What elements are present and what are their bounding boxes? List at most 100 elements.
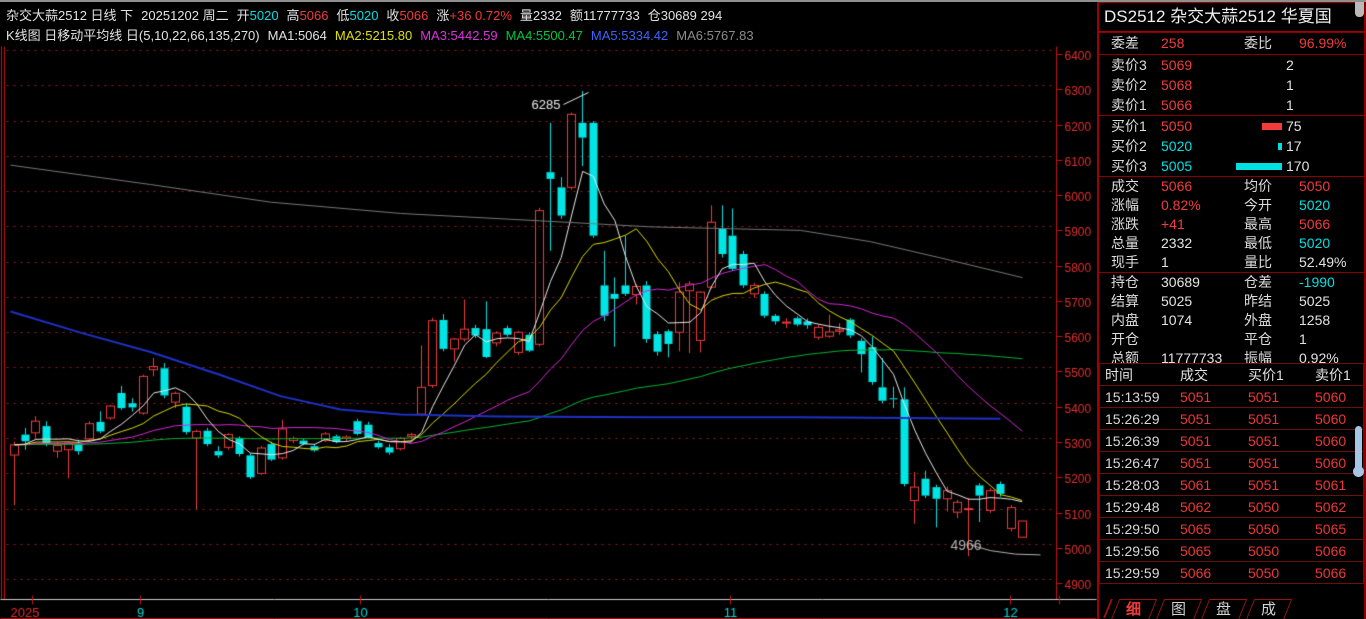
tab-成[interactable]: 成	[1245, 599, 1293, 619]
info-segment: 5066	[299, 8, 329, 23]
trade-cell: 5062	[1180, 499, 1212, 515]
volume-bar	[1278, 143, 1282, 150]
bid-levels: 买价1 5050 75 买价2 5020 17 买价3 5005 170	[1099, 115, 1364, 176]
trade-cell: 15:29:48	[1105, 499, 1160, 515]
book-label: 买价3	[1111, 158, 1147, 174]
scrollbar-thumb-ball[interactable]	[1353, 466, 1364, 477]
stat-row: 开仓 平仓 1	[1099, 330, 1364, 349]
weibi-label: 委比	[1244, 35, 1272, 51]
stat-cell: 仓差	[1244, 274, 1272, 290]
stat-cell: 52.49%	[1299, 254, 1347, 270]
info-segment: MA1:5064	[267, 28, 327, 43]
panel-scrollbar-top[interactable]	[1355, 2, 1364, 17]
stat-cell: 0.92%	[1299, 350, 1339, 366]
stat-cell: 涨幅	[1111, 197, 1139, 213]
stat-cell: 均价	[1244, 178, 1272, 194]
trade-cell: 15:26:47	[1105, 455, 1160, 471]
stat-cell: 总额	[1111, 350, 1139, 366]
trade-cell: 15:26:29	[1105, 411, 1160, 427]
stat-cell: 1	[1299, 331, 1307, 347]
stat-cell: 昨结	[1244, 293, 1272, 309]
trade-cell: 5066	[1315, 565, 1347, 581]
trade-cell: 5050	[1248, 565, 1280, 581]
book-qty: 75	[1286, 118, 1302, 134]
tab-盘[interactable]: 盘	[1200, 599, 1248, 619]
info-segment: MA3:5442.59	[420, 28, 498, 43]
trade-cell: 5065	[1180, 543, 1212, 559]
stat-cell: 成交	[1111, 178, 1139, 194]
trade-row: 15:29:48 5062 5050 5062	[1099, 495, 1364, 518]
book-row: 卖价1 5066 1	[1099, 95, 1364, 115]
trade-cell: 5051	[1180, 411, 1212, 427]
stat-cell: 今开	[1244, 197, 1272, 213]
trade-row: 15:28:03 5061 5051 5061	[1099, 473, 1364, 496]
book-qty: 170	[1286, 158, 1310, 174]
stat-cell: 5025	[1161, 293, 1193, 309]
trade-cell: 5065	[1315, 521, 1347, 537]
stat-row: 内盘 1074 外盘 1258	[1099, 311, 1364, 330]
trade-row: 15:26:39 5051 5051 5060	[1099, 429, 1364, 452]
trade-row: 15:26:47 5051 5051 5060	[1099, 451, 1364, 474]
trade-cell: 5062	[1315, 499, 1347, 515]
trade-cell: 15:26:39	[1105, 433, 1160, 449]
info-segment: MA4:5500.47	[505, 28, 583, 43]
info-segment: 量2332	[519, 8, 562, 23]
trades-header-cell: 买价1	[1248, 367, 1284, 383]
tab-label: 图	[1171, 601, 1187, 618]
book-price: 5050	[1161, 118, 1193, 134]
trades-header-cell: 成交	[1180, 367, 1208, 383]
book-row: 卖价2 5068 1	[1099, 75, 1364, 95]
trade-row: 15:29:50 5065 5050 5065	[1099, 517, 1364, 540]
info-segment: 低	[336, 8, 350, 23]
stat-cell: 0.82%	[1161, 197, 1201, 213]
order-imbalance-row: 委差 258 委比 96.99%	[1099, 32, 1364, 54]
trade-cell: 5066	[1180, 565, 1212, 581]
info-segment: 开	[236, 8, 250, 23]
trades-header-cell: 时间	[1105, 367, 1133, 383]
trade-cell: 5066	[1315, 543, 1347, 559]
trades-body: 15:13:59 5051 5051 5060 15:26:29 5051 5051 5060…	[1099, 385, 1364, 584]
stat-row: 现手 1 量比 52.49%	[1099, 253, 1364, 273]
stat-cell: 5066	[1161, 178, 1193, 194]
tab-细[interactable]: 细	[1110, 599, 1158, 619]
stat-cell: 5025	[1299, 293, 1331, 309]
book-price: 5020	[1161, 138, 1193, 154]
info-segment: MA6:5767.83	[676, 28, 754, 43]
kline-chart-canvas[interactable]	[0, 46, 1097, 619]
stat-cell: 11777733	[1161, 350, 1223, 366]
trade-cell: 5050	[1248, 543, 1280, 559]
book-label: 买价2	[1111, 138, 1147, 154]
scrollbar-thumb[interactable]	[1355, 426, 1362, 472]
weibi-value: 96.99%	[1299, 35, 1347, 51]
trade-cell: 5050	[1248, 521, 1280, 537]
info-segment: 5020	[249, 8, 279, 23]
tab-图[interactable]: 图	[1155, 599, 1203, 619]
book-row: 买价3 5005 170	[1099, 156, 1364, 176]
book-qty: 1	[1286, 97, 1294, 113]
trade-cell: 5065	[1180, 521, 1212, 537]
trade-cell: 5051	[1248, 389, 1280, 405]
stat-cell: 振幅	[1244, 350, 1272, 366]
panel-tab-bar: 细图 盘成	[1099, 598, 1364, 619]
tab-label: 盘	[1216, 601, 1232, 618]
trades-header-row: 时间 成交 买价1 卖价1	[1099, 363, 1364, 386]
book-row: 买价2 5020 17	[1099, 136, 1364, 156]
ask-levels: 卖价3 5069 2 卖价2 5068 1 卖价1 5066 1	[1099, 54, 1364, 115]
contract-title: DS2512 杂交大蒜2512 华夏国	[1099, 2, 1364, 32]
stat-row: 结算 5025 昨结 5025	[1099, 292, 1364, 311]
stat-cell: +41	[1161, 216, 1185, 232]
info-segment: MA2:5215.80	[334, 28, 413, 43]
book-price: 5005	[1161, 158, 1193, 174]
book-row: 卖价3 5069 2	[1099, 55, 1364, 75]
stat-cell: 持仓	[1111, 274, 1139, 290]
stat-cell: 最低	[1244, 235, 1272, 251]
stat-cell: 最高	[1244, 216, 1272, 232]
book-qty: 17	[1286, 138, 1302, 154]
stat-cell: 内盘	[1111, 312, 1139, 328]
trade-cell: 5060	[1315, 389, 1347, 405]
stat-cell: 2332	[1161, 235, 1193, 251]
stat-row: 总量 2332 最低 5020	[1099, 234, 1364, 253]
trade-cell: 5051	[1248, 477, 1280, 493]
trade-cell: 5051	[1180, 433, 1212, 449]
stat-cell: 1	[1161, 254, 1169, 270]
